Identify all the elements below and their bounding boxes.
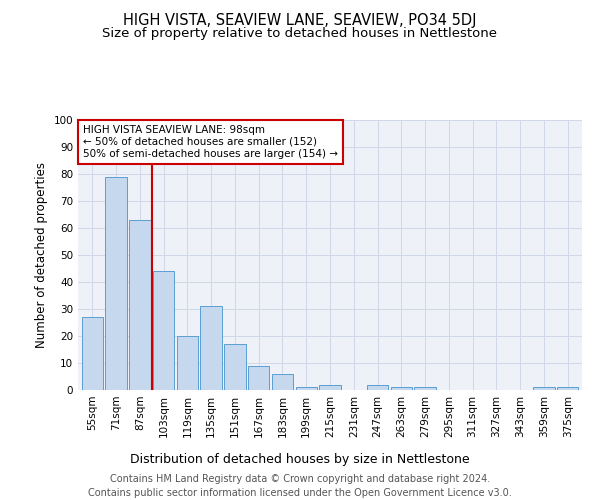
- Text: Distribution of detached houses by size in Nettlestone: Distribution of detached houses by size …: [130, 452, 470, 466]
- Bar: [391, 388, 412, 390]
- Bar: [367, 384, 388, 390]
- Bar: [224, 344, 245, 390]
- Text: Size of property relative to detached houses in Nettlestone: Size of property relative to detached ho…: [103, 28, 497, 40]
- Bar: [82, 317, 103, 390]
- Bar: [557, 388, 578, 390]
- Bar: [176, 336, 198, 390]
- Bar: [296, 388, 317, 390]
- Bar: [129, 220, 151, 390]
- Bar: [153, 271, 174, 390]
- Bar: [415, 388, 436, 390]
- Text: HIGH VISTA SEAVIEW LANE: 98sqm
← 50% of detached houses are smaller (152)
50% of: HIGH VISTA SEAVIEW LANE: 98sqm ← 50% of …: [83, 126, 338, 158]
- Bar: [248, 366, 269, 390]
- Bar: [272, 374, 293, 390]
- Bar: [533, 388, 554, 390]
- Bar: [200, 306, 222, 390]
- Text: Contains HM Land Registry data © Crown copyright and database right 2024.
Contai: Contains HM Land Registry data © Crown c…: [88, 474, 512, 498]
- Bar: [319, 384, 341, 390]
- Bar: [106, 176, 127, 390]
- Y-axis label: Number of detached properties: Number of detached properties: [35, 162, 48, 348]
- Text: HIGH VISTA, SEAVIEW LANE, SEAVIEW, PO34 5DJ: HIGH VISTA, SEAVIEW LANE, SEAVIEW, PO34 …: [123, 12, 477, 28]
